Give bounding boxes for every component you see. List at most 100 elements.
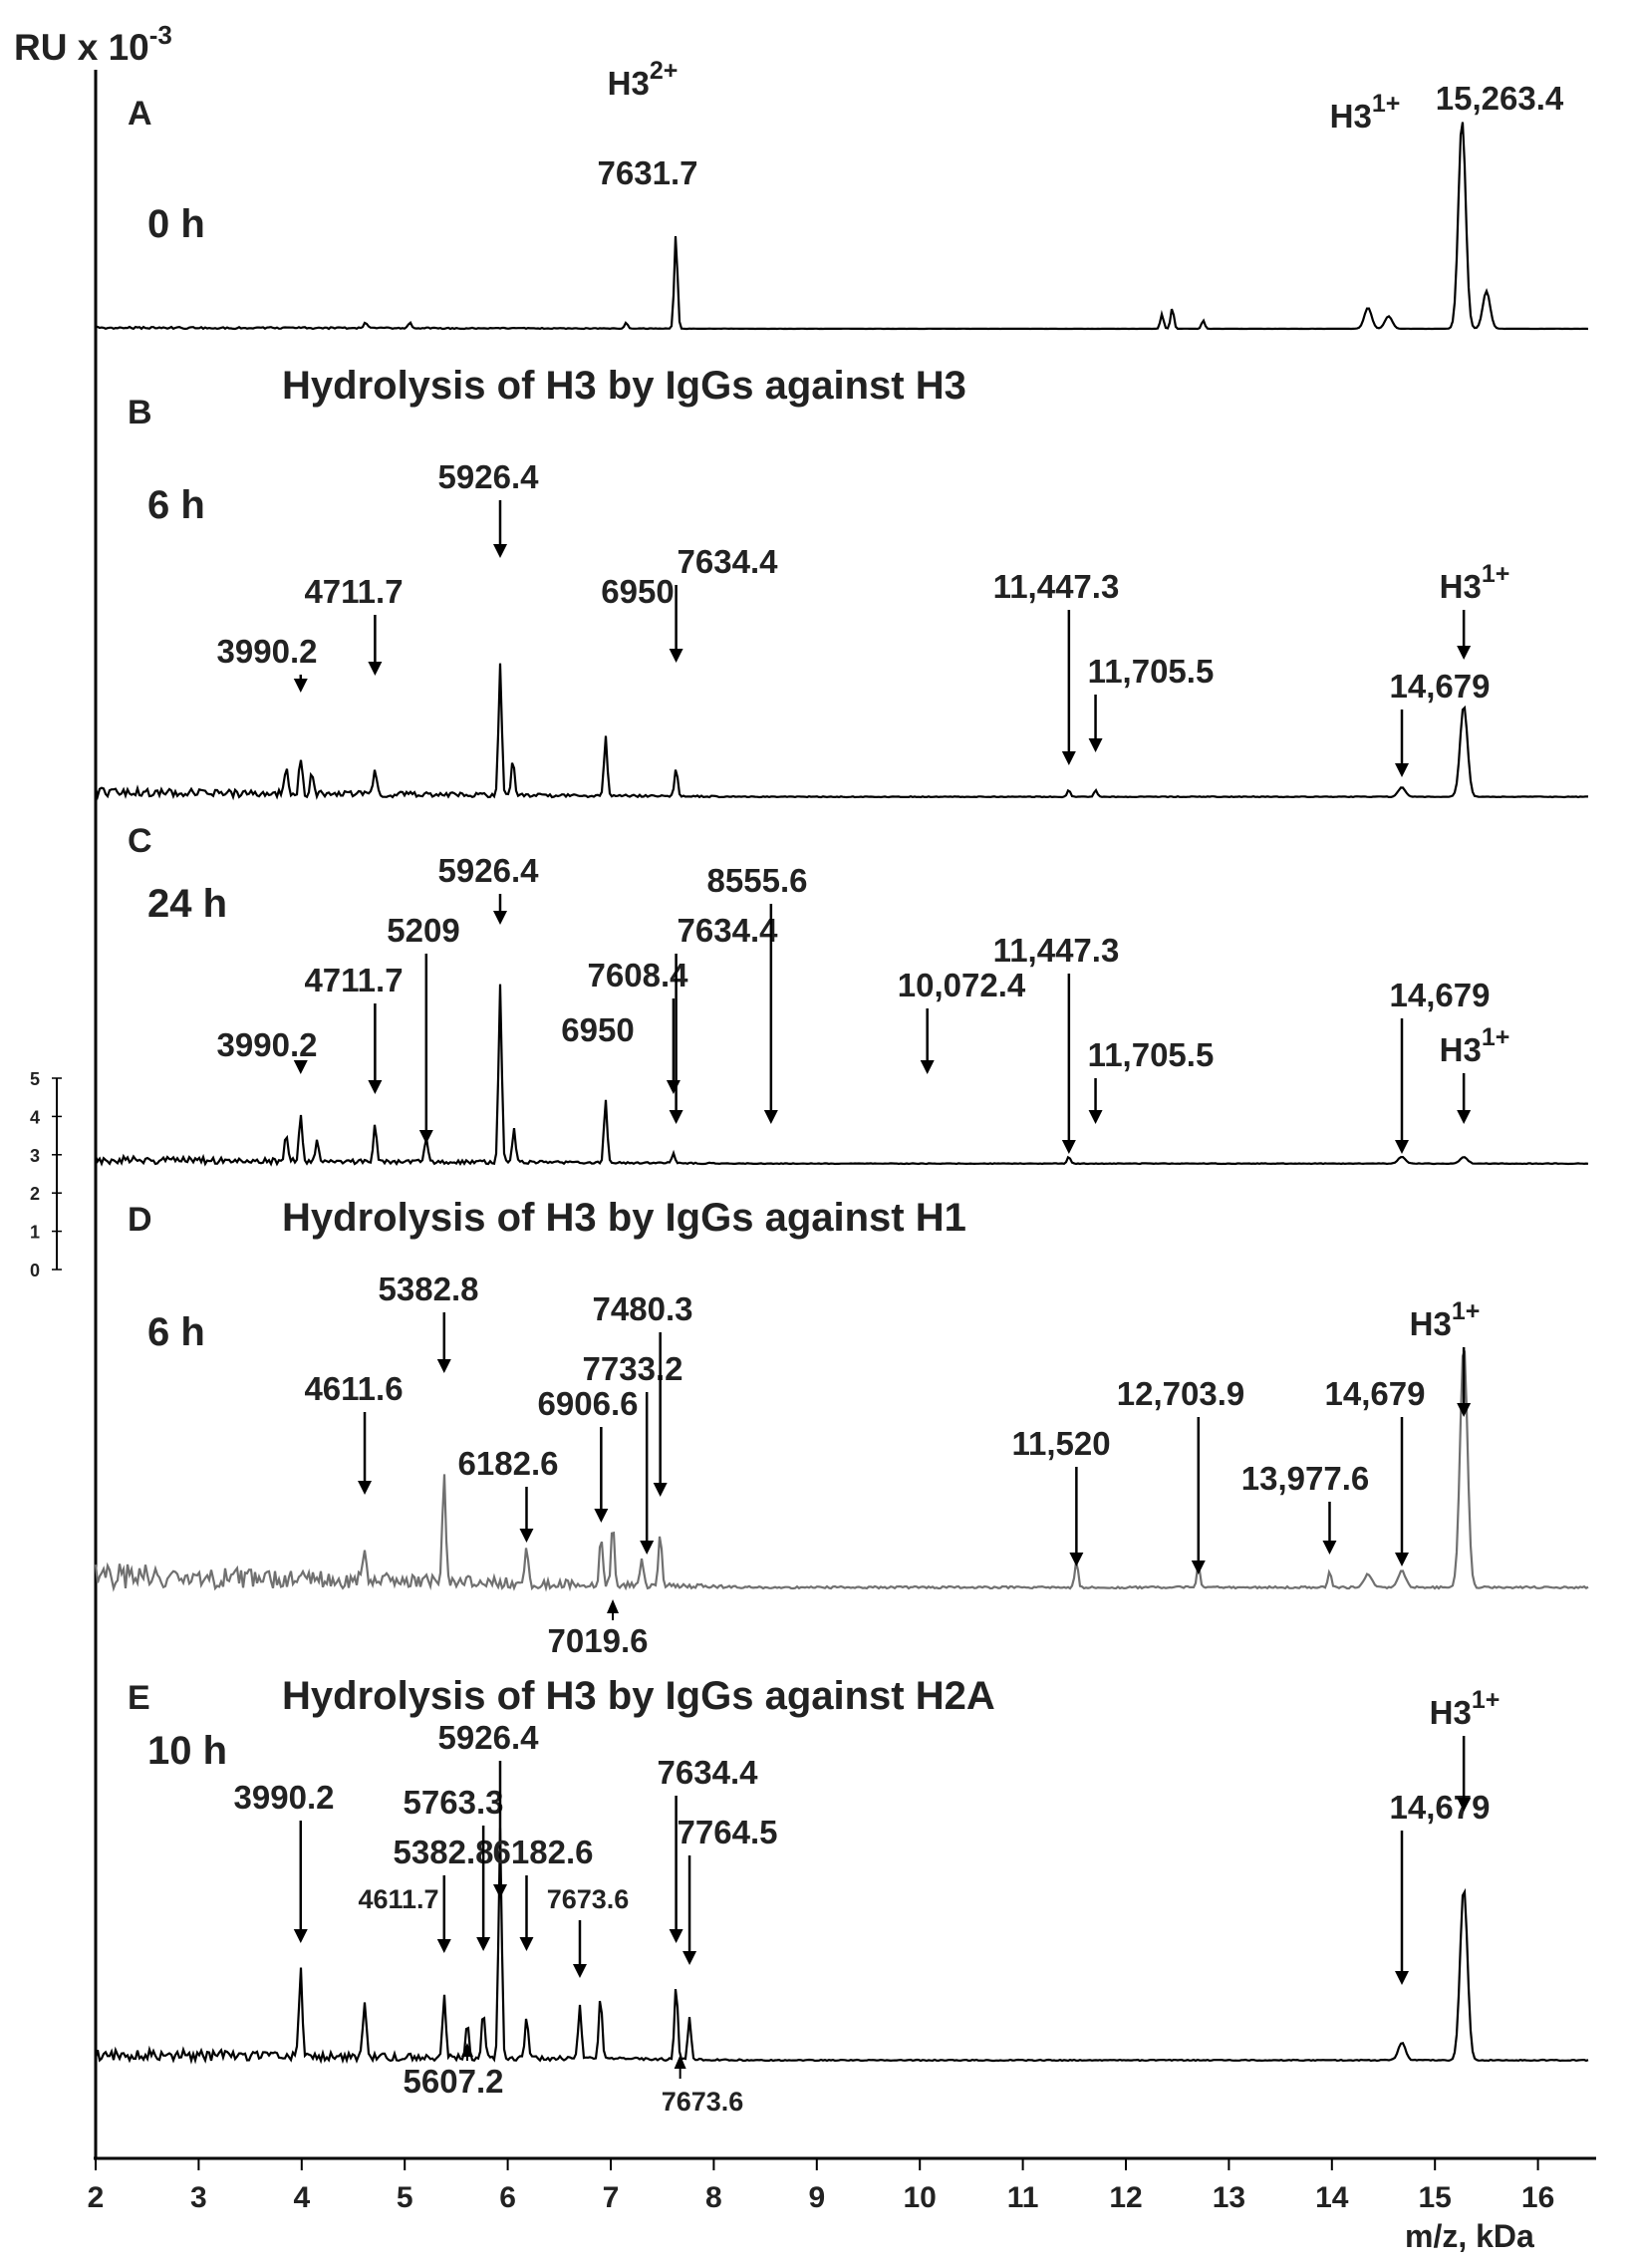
peak-label: H32+ xyxy=(608,57,679,102)
x-tick-label: 6 xyxy=(499,2181,516,2214)
x-tick-label: 11 xyxy=(1007,2181,1039,2214)
arrow-head xyxy=(1088,1110,1103,1124)
peak-label: 6182.6 xyxy=(493,1834,594,1870)
panel-time: 24 h xyxy=(147,882,227,926)
arrow-head xyxy=(418,1130,433,1144)
y-axis-label: RU x 10-3 xyxy=(14,20,172,68)
peak-label: 13,977.6 xyxy=(1241,1460,1369,1497)
spectrum-trace xyxy=(94,984,1589,1167)
spectrum-trace xyxy=(95,122,1589,331)
x-tick-label: 12 xyxy=(1109,2181,1142,2214)
peak-label: 15,263.4 xyxy=(1436,80,1564,117)
x-tick-label: 9 xyxy=(808,2181,825,2214)
peak-label: H31+ xyxy=(1330,90,1401,135)
peak-label: 3990.2 xyxy=(234,1779,335,1816)
arrow-head xyxy=(1457,1403,1472,1417)
arrow-head xyxy=(1069,1553,1084,1566)
arrow-head xyxy=(640,1541,655,1555)
arrow-head xyxy=(492,544,507,558)
scale-tick-label: 3 xyxy=(30,1146,40,1166)
peak-label: 11,447.3 xyxy=(993,932,1120,969)
peak-label: 7764.5 xyxy=(678,1814,778,1850)
x-tick-label: 7 xyxy=(603,2181,620,2214)
peak-label: 5382.8 xyxy=(379,1271,479,1307)
arrow-head xyxy=(492,911,507,925)
peak-label: 7631.7 xyxy=(598,154,698,191)
peak-label: 4711.7 xyxy=(304,962,403,998)
arrow-head xyxy=(519,1529,534,1543)
peak-label: 7733.2 xyxy=(583,1350,683,1387)
arrow-head xyxy=(436,1939,451,1953)
x-tick-label: 4 xyxy=(293,2181,310,2214)
peak-label: 6950 xyxy=(561,1011,634,1048)
peak-label: 7634.4 xyxy=(678,912,779,949)
arrow-head xyxy=(492,1884,507,1898)
panel-letter: C xyxy=(128,822,152,860)
peak-label: 5209 xyxy=(387,912,459,949)
scale-tick-label: 1 xyxy=(30,1223,40,1243)
peak-label: H31+ xyxy=(1430,1686,1501,1731)
peak-label: 5382.8 xyxy=(394,1834,494,1870)
arrow-head xyxy=(669,649,683,663)
spectra-panels: A 0 h H32+ 7631.7 H31+ 15,263.4 B 6 h Hydrolysis… xyxy=(94,57,1589,2117)
arrow-head xyxy=(1088,738,1103,752)
panel-a: A 0 h H32+ 7631.7 H31+ 15,263.4 xyxy=(95,57,1589,331)
peak-label: 6950 xyxy=(601,573,674,610)
peak-label: 5926.4 xyxy=(438,852,540,889)
peak-label: 7673.6 xyxy=(547,1884,630,1914)
peak-label: 7634.4 xyxy=(658,1754,759,1791)
arrow-head xyxy=(1191,1560,1206,1574)
scale-tick-label: 0 xyxy=(30,1261,40,1280)
peak-label: 14,679 xyxy=(1390,668,1491,705)
peak-label: 5763.3 xyxy=(404,1784,504,1821)
y-axis-label-exponent: -3 xyxy=(149,20,172,50)
peak-label: 14,679 xyxy=(1325,1375,1426,1412)
peak-label: 5926.4 xyxy=(438,458,540,495)
arrow-head xyxy=(1395,1553,1410,1566)
panel-letter: A xyxy=(128,95,152,133)
peak-label: H31+ xyxy=(1410,1297,1481,1342)
arrow-head xyxy=(1457,1798,1472,1812)
arrow-head xyxy=(436,1359,451,1373)
peak-label: 7019.6 xyxy=(548,1622,649,1659)
peak-label: 4611.6 xyxy=(304,1370,403,1407)
arrow-head xyxy=(653,1483,668,1497)
arrow-head xyxy=(669,1110,683,1124)
peak-label: 7608.4 xyxy=(588,957,689,993)
arrow-head xyxy=(293,679,308,693)
peak-label: 8555.6 xyxy=(707,862,808,899)
peak-label: 3990.2 xyxy=(217,633,318,670)
arrow-head xyxy=(1395,1140,1410,1154)
x-tick-label: 3 xyxy=(190,2181,207,2214)
panel-title: Hydrolysis of H3 by IgGs against H2A xyxy=(282,1674,995,1718)
peak-label: H31+ xyxy=(1440,560,1510,605)
x-tick-label: 14 xyxy=(1315,2181,1349,2214)
arrow-head xyxy=(519,1937,534,1951)
arrow-head xyxy=(594,1509,609,1523)
arrow-head xyxy=(572,1964,587,1978)
arrow-head xyxy=(682,1951,697,1965)
arrow-head xyxy=(1322,1541,1337,1555)
x-tick-label: 10 xyxy=(904,2181,937,2214)
arrow-head xyxy=(666,1080,681,1094)
peak-label: 7673.6 xyxy=(662,2087,744,2117)
arrow-head xyxy=(476,1937,491,1951)
scale-tick-label: 4 xyxy=(30,1107,40,1127)
peak-label: H31+ xyxy=(1440,1023,1510,1068)
panel-title: Hydrolysis of H3 by IgGs against H3 xyxy=(282,364,966,408)
panel-time: 6 h xyxy=(147,483,205,527)
x-tick-label: 8 xyxy=(705,2181,722,2214)
x-tick-label: 2 xyxy=(88,2181,105,2214)
peak-label: 6906.6 xyxy=(538,1385,639,1422)
panel-e: E 10 h Hydrolysis of H3 by IgGs against H2… xyxy=(94,1674,1589,2117)
x-tick-label: 13 xyxy=(1213,2181,1245,2214)
peak-label: 14,679 xyxy=(1390,1789,1491,1826)
scale-tick-label: 2 xyxy=(30,1184,40,1204)
peak-label: 3990.2 xyxy=(217,1026,318,1063)
arrow-head xyxy=(293,1929,308,1943)
peak-label: 4611.7 xyxy=(358,1884,438,1914)
arrow-head xyxy=(368,662,383,676)
peak-label: 7480.3 xyxy=(593,1290,693,1327)
arrow-head xyxy=(920,1060,935,1074)
